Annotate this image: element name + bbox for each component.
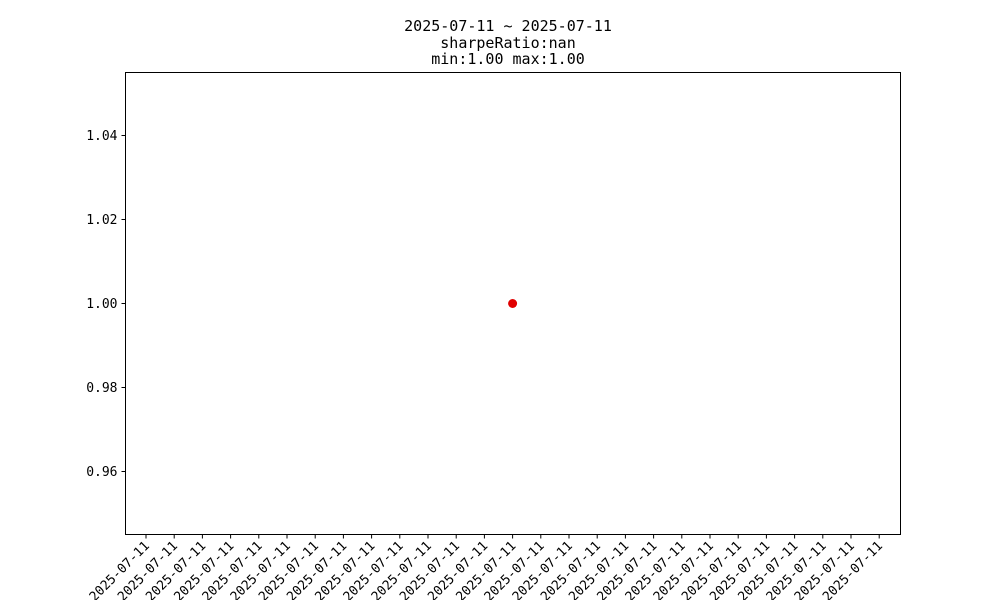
y-tick-label: 0.98	[86, 381, 117, 396]
chart-subtitle-sharpe: sharpeRatio:nan	[440, 34, 575, 52]
y-axis: 0.96 0.98 1.00 1.02 1.04	[86, 129, 126, 480]
x-axis: 2025-07-112025-07-112025-07-112025-07-11…	[87, 534, 886, 600]
data-point	[508, 299, 518, 308]
chart-subtitle-minmax: min:1.00 max:1.00	[431, 50, 585, 68]
y-tick-label: 0.96	[86, 465, 117, 480]
y-tick-label: 1.02	[86, 213, 117, 228]
chart-title: 2025-07-11 ~ 2025-07-11	[404, 17, 612, 35]
data-points	[508, 299, 518, 308]
y-tick-label: 1.04	[86, 129, 117, 144]
y-tick-label: 1.00	[86, 297, 117, 312]
